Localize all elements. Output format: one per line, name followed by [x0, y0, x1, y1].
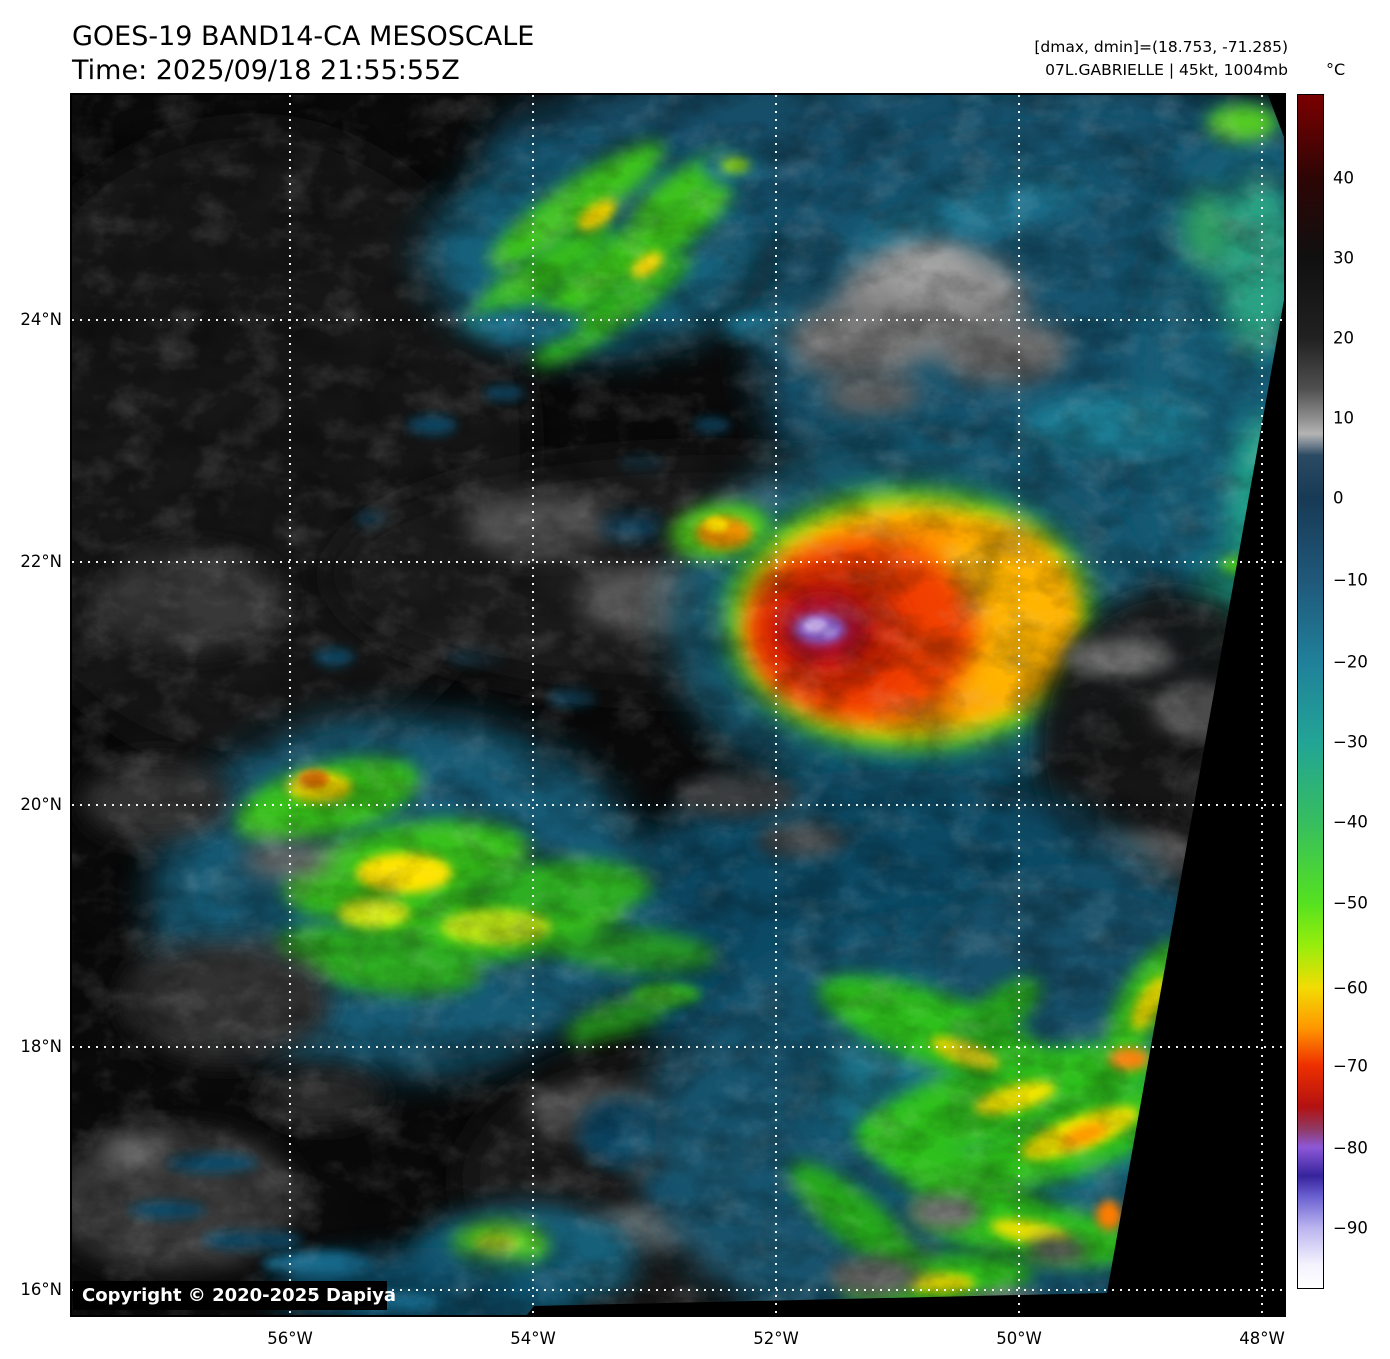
product-title: GOES-19 BAND14-CA MESOSCALE: [72, 21, 535, 52]
copyright-watermark: Copyright © 2020-2025 Dapiya: [73, 1281, 396, 1310]
colorbar-tick: −30: [1333, 732, 1368, 752]
colorbar-gradient: [1297, 94, 1324, 1289]
colorbar-tick: −60: [1333, 978, 1368, 998]
plot-title: GOES-19 BAND14-CA MESOSCALE Time: 2025/0…: [72, 20, 534, 88]
colorbar-unit-label: °C: [1326, 60, 1346, 79]
satellite-map: [70, 93, 1286, 1317]
ir-imagery-canvas: [72, 95, 1284, 1315]
lat-label-16n: 16°N: [20, 1280, 62, 1299]
colorbar-tick: 40: [1333, 168, 1354, 188]
colorbar-tick: −50: [1333, 893, 1368, 913]
scan-edge-wedge: [1103, 300, 1284, 1315]
lat-label-24n: 24°N: [20, 310, 62, 329]
storm-info: [dmax, dmin]=(18.753, -71.285) 07L.GABRI…: [1034, 36, 1288, 82]
lon-label-50w: 50°W: [996, 1329, 1042, 1348]
cloud-texture-dark: [72, 95, 1284, 1315]
colorbar-tick: 0: [1333, 488, 1344, 508]
lon-label-48w: 48°W: [1239, 1329, 1285, 1348]
storm-name-intensity: 07L.GABRIELLE | 45kt, 1004mb: [1045, 61, 1288, 79]
timestamp: Time: 2025/09/18 21:55:55Z: [72, 55, 460, 86]
colorbar-tick: −40: [1333, 812, 1368, 832]
dmax-dmin-readout: [dmax, dmin]=(18.753, -71.285): [1034, 38, 1288, 56]
lat-label-20n: 20°N: [20, 795, 62, 814]
lon-label-56w: 56°W: [267, 1329, 313, 1348]
colorbar-tick: 10: [1333, 408, 1354, 428]
graticule: [72, 95, 1284, 1315]
colorbar-tick: −80: [1333, 1138, 1368, 1158]
lat-label-18n: 18°N: [20, 1037, 62, 1056]
lat-label-22n: 22°N: [20, 552, 62, 571]
colorbar-tick: −10: [1333, 570, 1368, 590]
scan-edge-bottom: [527, 1293, 1117, 1315]
lon-label-54w: 54°W: [510, 1329, 556, 1348]
colorbar-tick: −20: [1333, 652, 1368, 672]
colorbar-tick: −70: [1333, 1056, 1368, 1076]
colorbar-tick: 20: [1333, 328, 1354, 348]
colorbar-tick: 30: [1333, 248, 1354, 268]
lon-label-52w: 52°W: [753, 1329, 799, 1348]
colorbar: 40 30 20 10 0 −10 −20 −30 −40 −50 −60 −7…: [1297, 94, 1368, 1289]
scan-edge-top-right: [1268, 95, 1284, 137]
colorbar-tick: −90: [1333, 1218, 1368, 1238]
